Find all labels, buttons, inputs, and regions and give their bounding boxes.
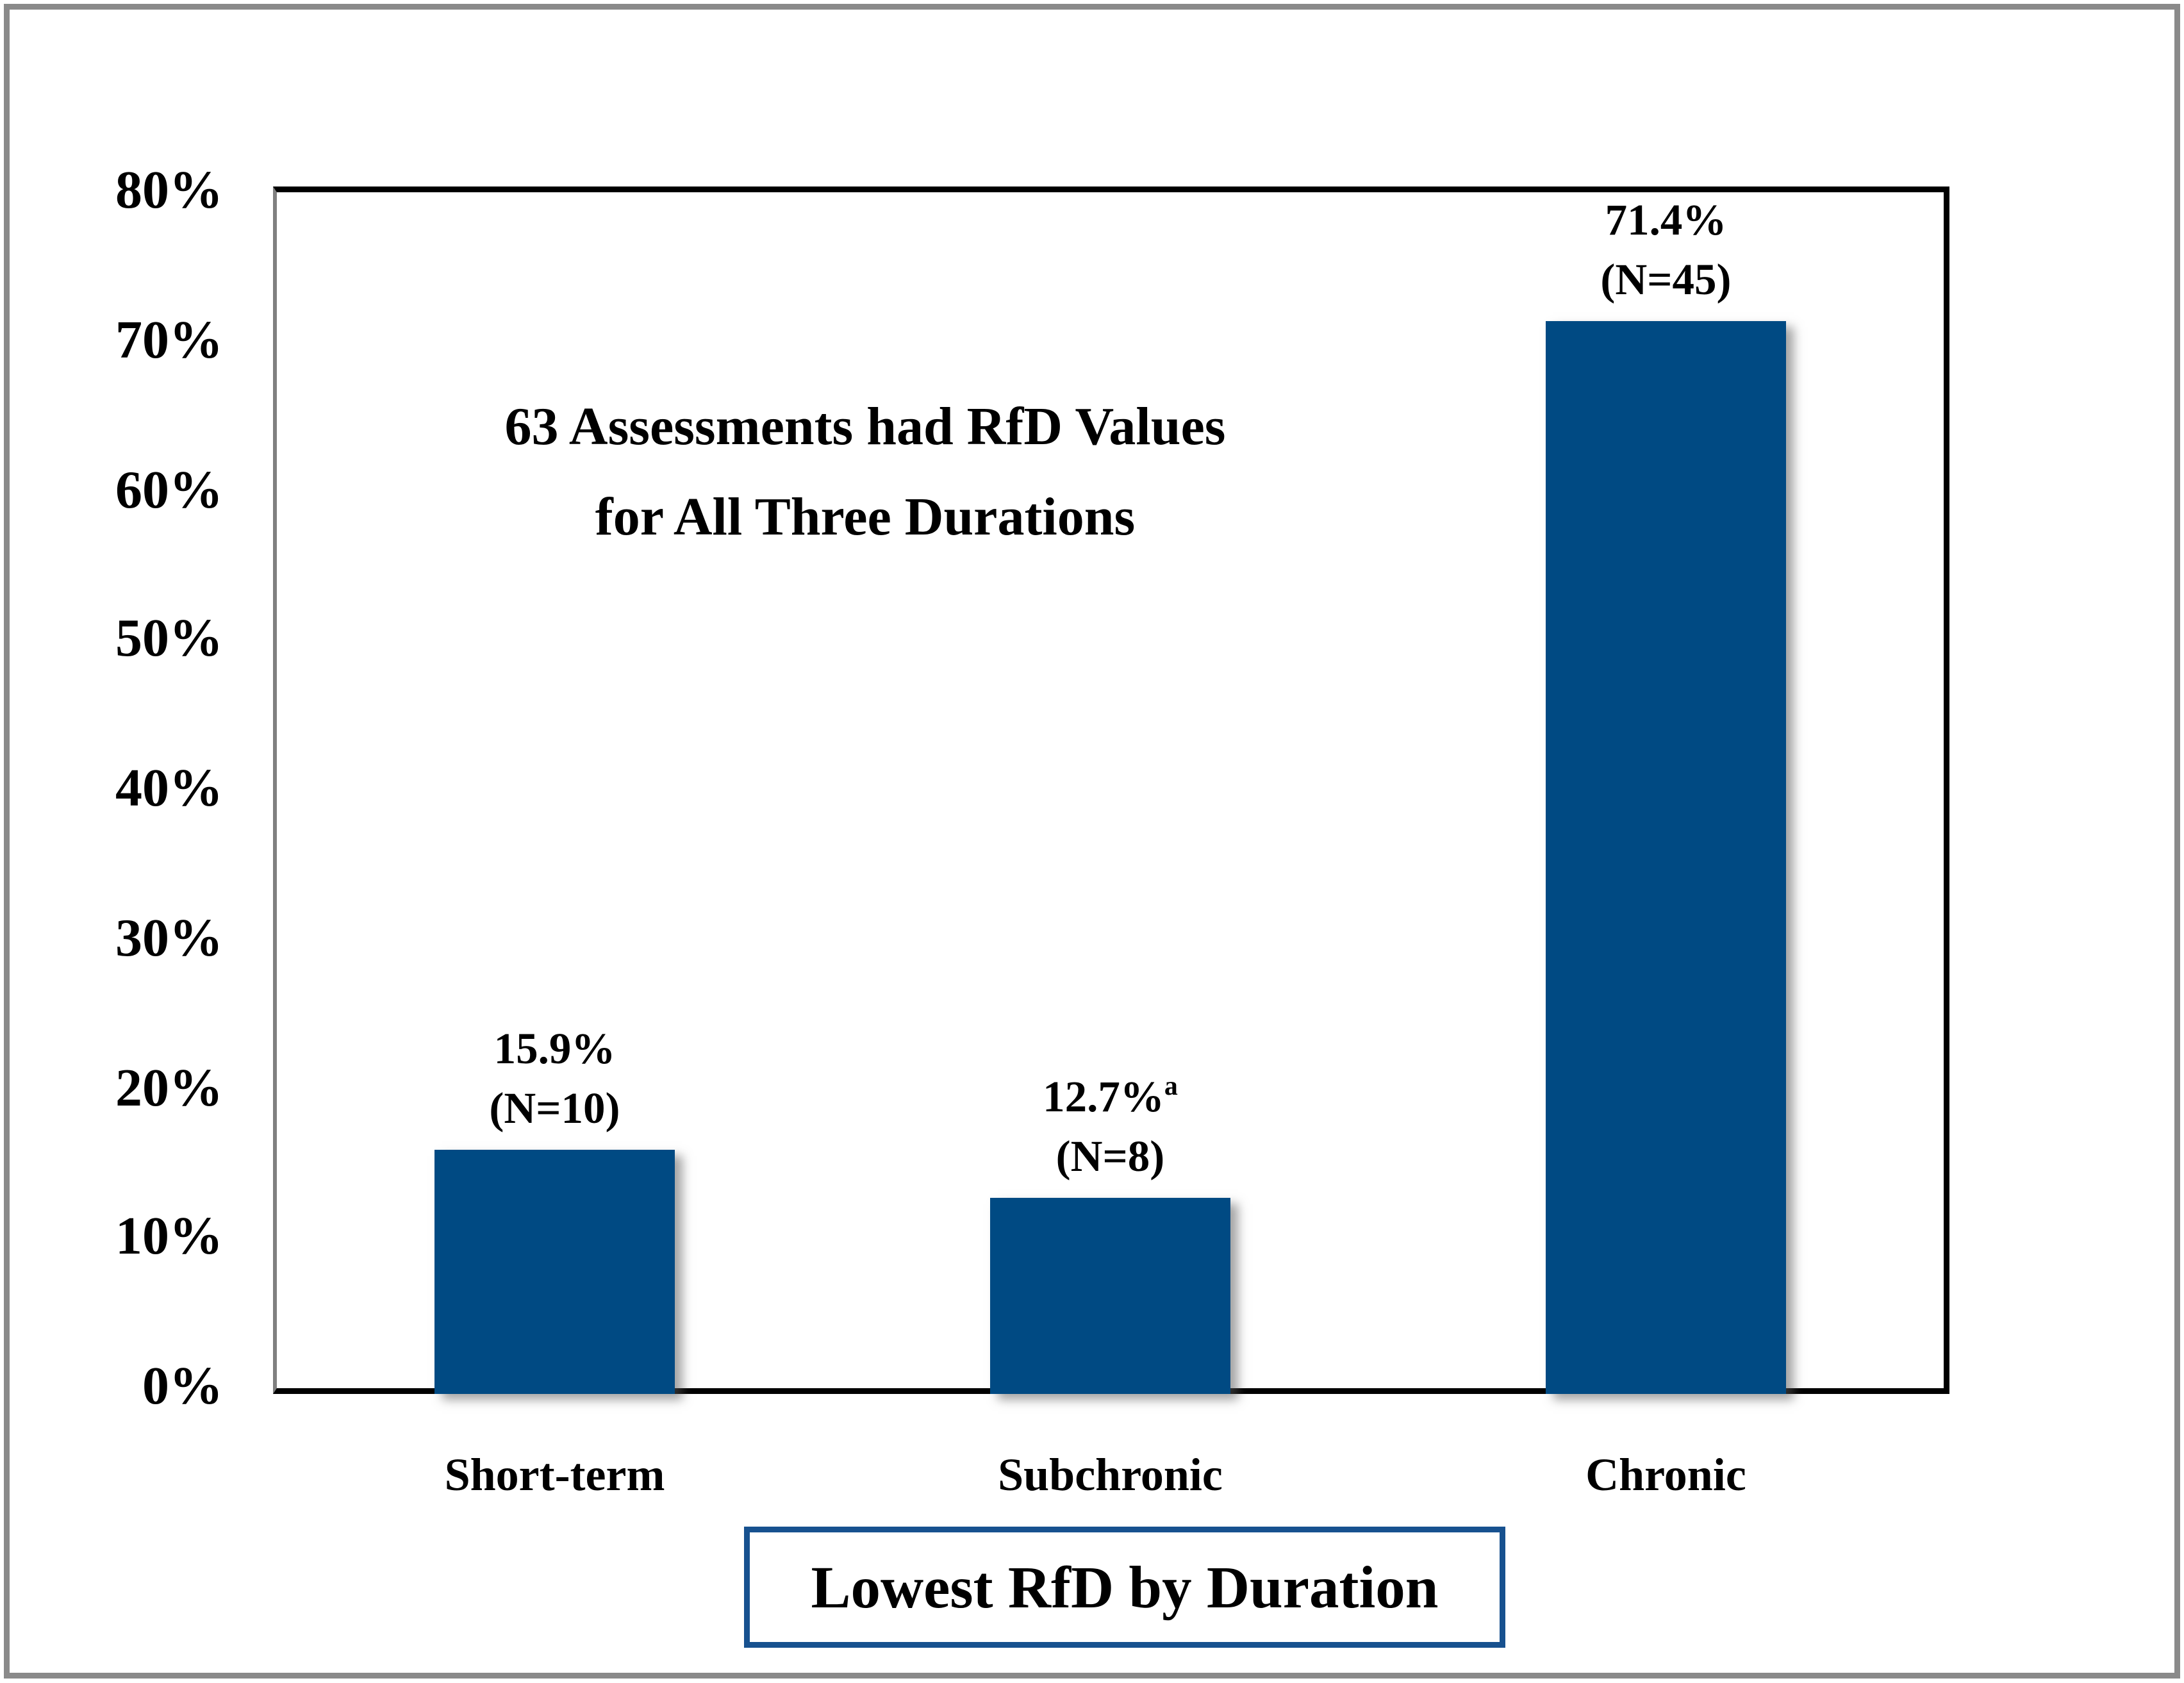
- category-label-short-term: Short-term: [444, 1452, 665, 1502]
- y-tick-label: 0%: [142, 1357, 223, 1417]
- footnote-marker: a: [1164, 1074, 1178, 1103]
- bar-value-label: 15.9% (N=10): [324, 1020, 786, 1139]
- bar-value-label: 71.4% (N=45): [1435, 190, 1897, 310]
- bar-short-term: [434, 1150, 675, 1394]
- y-tick-label: 60%: [115, 460, 223, 520]
- y-tick-label: 70%: [115, 311, 223, 371]
- bar-count-label: (N=45): [1600, 255, 1732, 304]
- y-tick-label: 80%: [115, 162, 223, 221]
- bar-chronic: [1546, 320, 1786, 1394]
- chart-annotation: 63 Assessments had RfD Values for All Th…: [288, 383, 1442, 563]
- y-tick-label: 40%: [115, 759, 223, 819]
- y-tick-label: 20%: [115, 1058, 223, 1118]
- x-axis-title: Lowest RfD by Duration: [811, 1554, 1439, 1621]
- y-tick-label: 10%: [115, 1207, 223, 1268]
- bar-subchronic: [990, 1198, 1230, 1394]
- bar-percent-label: 71.4%: [1605, 195, 1727, 244]
- annotation-line-1: 63 Assessments had RfD Values: [504, 398, 1226, 458]
- bar-count-label: (N=8): [1055, 1132, 1165, 1181]
- bar-percent-label: 12.7%a: [1043, 1073, 1178, 1122]
- annotation-line-2: for All Three Durations: [595, 488, 1136, 548]
- category-label-subchronic: Subchronic: [998, 1452, 1223, 1502]
- x-axis-title-box: Lowest RfD by Duration: [744, 1527, 1505, 1648]
- bar-count-label: (N=10): [489, 1085, 620, 1134]
- y-tick-label: 50%: [115, 609, 223, 670]
- bar-value-label: 12.7%a (N=8): [880, 1068, 1341, 1187]
- y-tick-label: 30%: [115, 909, 223, 969]
- plot-area: 15.9% (N=10) 12.7%a (N=8) 71.4% (N=45): [273, 187, 1949, 1394]
- category-label-chronic: Chronic: [1585, 1452, 1746, 1502]
- bar-percent-label: 15.9%: [493, 1025, 616, 1074]
